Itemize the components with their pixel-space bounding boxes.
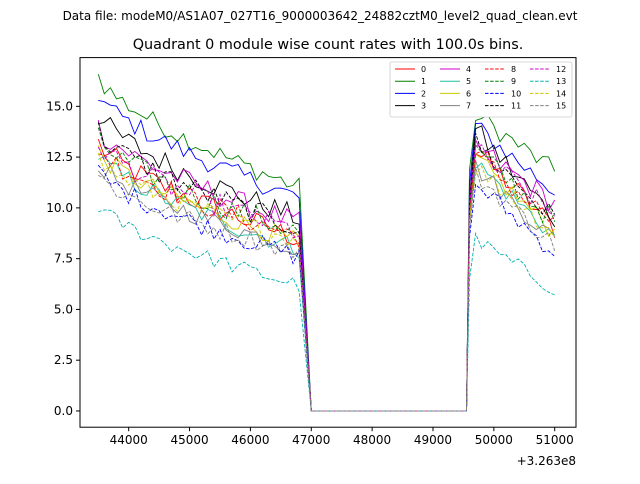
series-line-15 bbox=[98, 167, 556, 412]
series-line-13 bbox=[98, 209, 555, 412]
series-line-11 bbox=[97, 122, 556, 412]
y-tick-label: 10.0 bbox=[46, 201, 73, 215]
legend-label: 12 bbox=[556, 65, 566, 74]
x-axis: 44000 45000 46000 47000 48000 49000 50000 51000 bbox=[110, 427, 574, 447]
series-line-2 bbox=[98, 99, 555, 412]
legend-label: 15 bbox=[556, 102, 566, 111]
x-tick-label: 49000 bbox=[414, 433, 452, 447]
y-tick-label: 12.5 bbox=[46, 150, 73, 164]
series-line-4 bbox=[97, 120, 556, 412]
x-tick-label: 48000 bbox=[353, 433, 391, 447]
legend-label: 5 bbox=[466, 77, 471, 86]
series-line-10 bbox=[97, 164, 556, 412]
series-line-7 bbox=[97, 160, 556, 412]
legend-label: 1 bbox=[421, 77, 426, 86]
chart-suptitle: Data file: modeM0/AS1A07_027T16_90000036… bbox=[63, 9, 578, 23]
x-tick-label: 47000 bbox=[292, 433, 330, 447]
series-line-1 bbox=[97, 73, 556, 412]
y-tick-label: 7.5 bbox=[54, 252, 73, 266]
y-tick-label: 15.0 bbox=[46, 99, 73, 113]
y-tick-label: 0.0 bbox=[54, 404, 73, 418]
x-tick-label: 45000 bbox=[170, 433, 208, 447]
legend-label: 14 bbox=[556, 89, 566, 98]
chart-title: Quadrant 0 module wise count rates with … bbox=[133, 37, 524, 53]
y-tick-label: 2.5 bbox=[54, 353, 73, 367]
series-line-8 bbox=[98, 150, 555, 412]
y-axis: 0.0 2.5 5.0 7.5 10.0 12.5 15.0 bbox=[46, 99, 80, 418]
series-line-6 bbox=[97, 145, 556, 412]
legend-label: 2 bbox=[421, 89, 426, 98]
y-tick-label: 5.0 bbox=[54, 302, 73, 316]
x-tick-label: 51000 bbox=[536, 433, 574, 447]
series-line-12 bbox=[97, 144, 555, 412]
legend-label: 6 bbox=[466, 89, 471, 98]
legend-label: 9 bbox=[511, 77, 516, 86]
legend-label: 0 bbox=[421, 65, 426, 74]
series-line-9 bbox=[97, 127, 556, 412]
legend-box bbox=[389, 61, 573, 118]
x-tick-label: 44000 bbox=[110, 433, 148, 447]
x-tick-label: 50000 bbox=[475, 433, 513, 447]
x-offset-label: +3.263e8 bbox=[517, 454, 576, 468]
legend-label: 4 bbox=[466, 65, 471, 74]
legend-label: 3 bbox=[421, 102, 426, 111]
series-line-3 bbox=[98, 116, 556, 412]
x-tick-label: 46000 bbox=[231, 433, 269, 447]
series-layer bbox=[97, 73, 556, 412]
legend-label: 11 bbox=[511, 102, 521, 111]
legend-label: 13 bbox=[556, 77, 566, 86]
plot-frame bbox=[79, 57, 577, 428]
legend-label: 8 bbox=[511, 65, 516, 74]
legend-label: 10 bbox=[511, 89, 521, 98]
legend-label: 7 bbox=[466, 102, 471, 111]
